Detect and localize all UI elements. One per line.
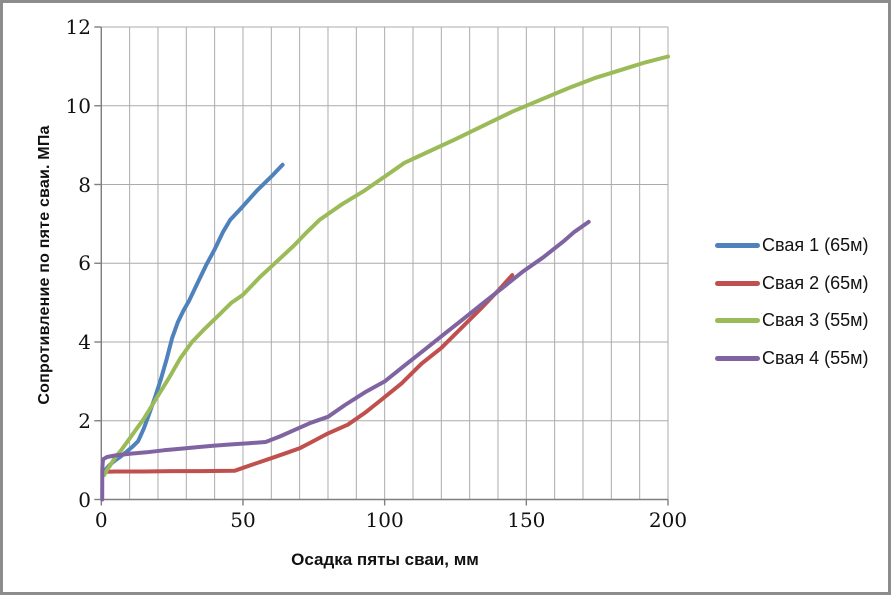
x-tick-label: 50	[230, 508, 256, 532]
y-tick-label: 10	[65, 93, 91, 118]
x-tick-label: 200	[648, 508, 688, 532]
x-axis-title: Осадка пяты сваи, мм	[291, 550, 479, 569]
y-tick-label: 8	[78, 172, 91, 197]
x-tick-label: 150	[507, 508, 546, 532]
legend-line-marker	[715, 317, 760, 323]
legend-line-marker	[715, 355, 760, 361]
x-tick-label: 0	[94, 508, 108, 532]
line-chart-plot-area	[94, 26, 670, 506]
legend-label: Свая 3 (55м)	[762, 309, 869, 330]
y-tick-label: 12	[65, 15, 91, 39]
y-tick-label: 0	[78, 487, 91, 512]
series-line-4	[100, 219, 591, 502]
x-tick-label: 100	[365, 508, 404, 532]
y-tick-label: 2	[78, 408, 91, 433]
legend-label: Свая 1 (65м)	[762, 234, 869, 255]
series-line-2	[101, 273, 515, 474]
legend-item: Свая 2 (65м)	[715, 271, 869, 295]
y-tick-label: 6	[78, 251, 91, 276]
legend-line-marker	[715, 242, 760, 248]
series-line-3	[102, 54, 670, 478]
legend-item: Свая 1 (65м)	[715, 233, 869, 257]
legend-item: Свая 4 (55м)	[715, 346, 869, 370]
y-tick-label: 4	[78, 330, 91, 354]
legend-label: Свая 4 (55м)	[762, 347, 869, 368]
legend-item: Свая 3 (55м)	[715, 308, 869, 332]
legend-label: Свая 2 (65м)	[762, 272, 869, 293]
legend-line-marker	[715, 280, 760, 286]
